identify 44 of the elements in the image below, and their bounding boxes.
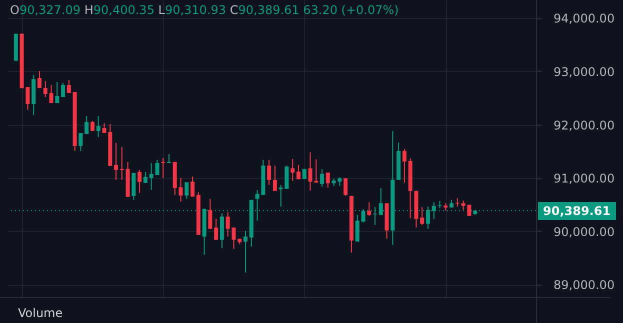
candlestick xyxy=(61,82,66,98)
candlestick xyxy=(272,165,277,192)
candlestick xyxy=(138,169,142,194)
ref-line-label: 90,389.61 xyxy=(538,202,616,220)
candlestick xyxy=(78,132,83,152)
candlestick xyxy=(166,153,171,164)
candlestick xyxy=(267,159,272,186)
candlestick xyxy=(90,120,94,132)
candlestick xyxy=(120,146,124,180)
candlestick xyxy=(66,80,71,94)
y-tick-label: 93,000.00 xyxy=(554,64,615,79)
candlestick xyxy=(220,212,224,249)
candlestick xyxy=(143,171,148,184)
candlestick xyxy=(214,218,218,240)
candlestick xyxy=(290,158,295,182)
candlestick xyxy=(114,142,118,180)
candlestick xyxy=(161,157,166,178)
candlestick xyxy=(96,116,100,138)
candlestick xyxy=(55,82,60,104)
candlestick xyxy=(132,172,136,200)
candlestick xyxy=(326,172,330,188)
candlestick xyxy=(37,70,42,89)
y-tick-label: 89,000.00 xyxy=(554,278,615,292)
candlestick xyxy=(344,178,348,196)
candlestick xyxy=(49,84,54,104)
candlestick xyxy=(244,230,248,274)
candlestick xyxy=(420,206,424,226)
annotation: O90,327.09 H90,400.35 L90,310.93 C90,389.61 63.20 (+0.07%) xyxy=(10,3,399,17)
candlestick xyxy=(184,182,189,200)
candlestick xyxy=(190,176,195,198)
y-tick-label: 91,000.00 xyxy=(554,172,615,186)
candlestick xyxy=(102,122,106,134)
text: Volume xyxy=(18,306,63,320)
candlestick xyxy=(208,198,212,230)
candlestick xyxy=(178,177,183,202)
y-tick-label: 94,000.00 xyxy=(554,12,615,26)
candlestick xyxy=(43,80,48,98)
candlestick xyxy=(402,148,406,184)
candlestick xyxy=(320,168,324,188)
candlestick xyxy=(367,202,372,216)
y-tick-label: 90,000.00 xyxy=(554,224,615,239)
y-tick-label: 92,000.00 xyxy=(554,118,615,132)
candlestick xyxy=(296,164,300,180)
candlestick xyxy=(84,116,89,134)
